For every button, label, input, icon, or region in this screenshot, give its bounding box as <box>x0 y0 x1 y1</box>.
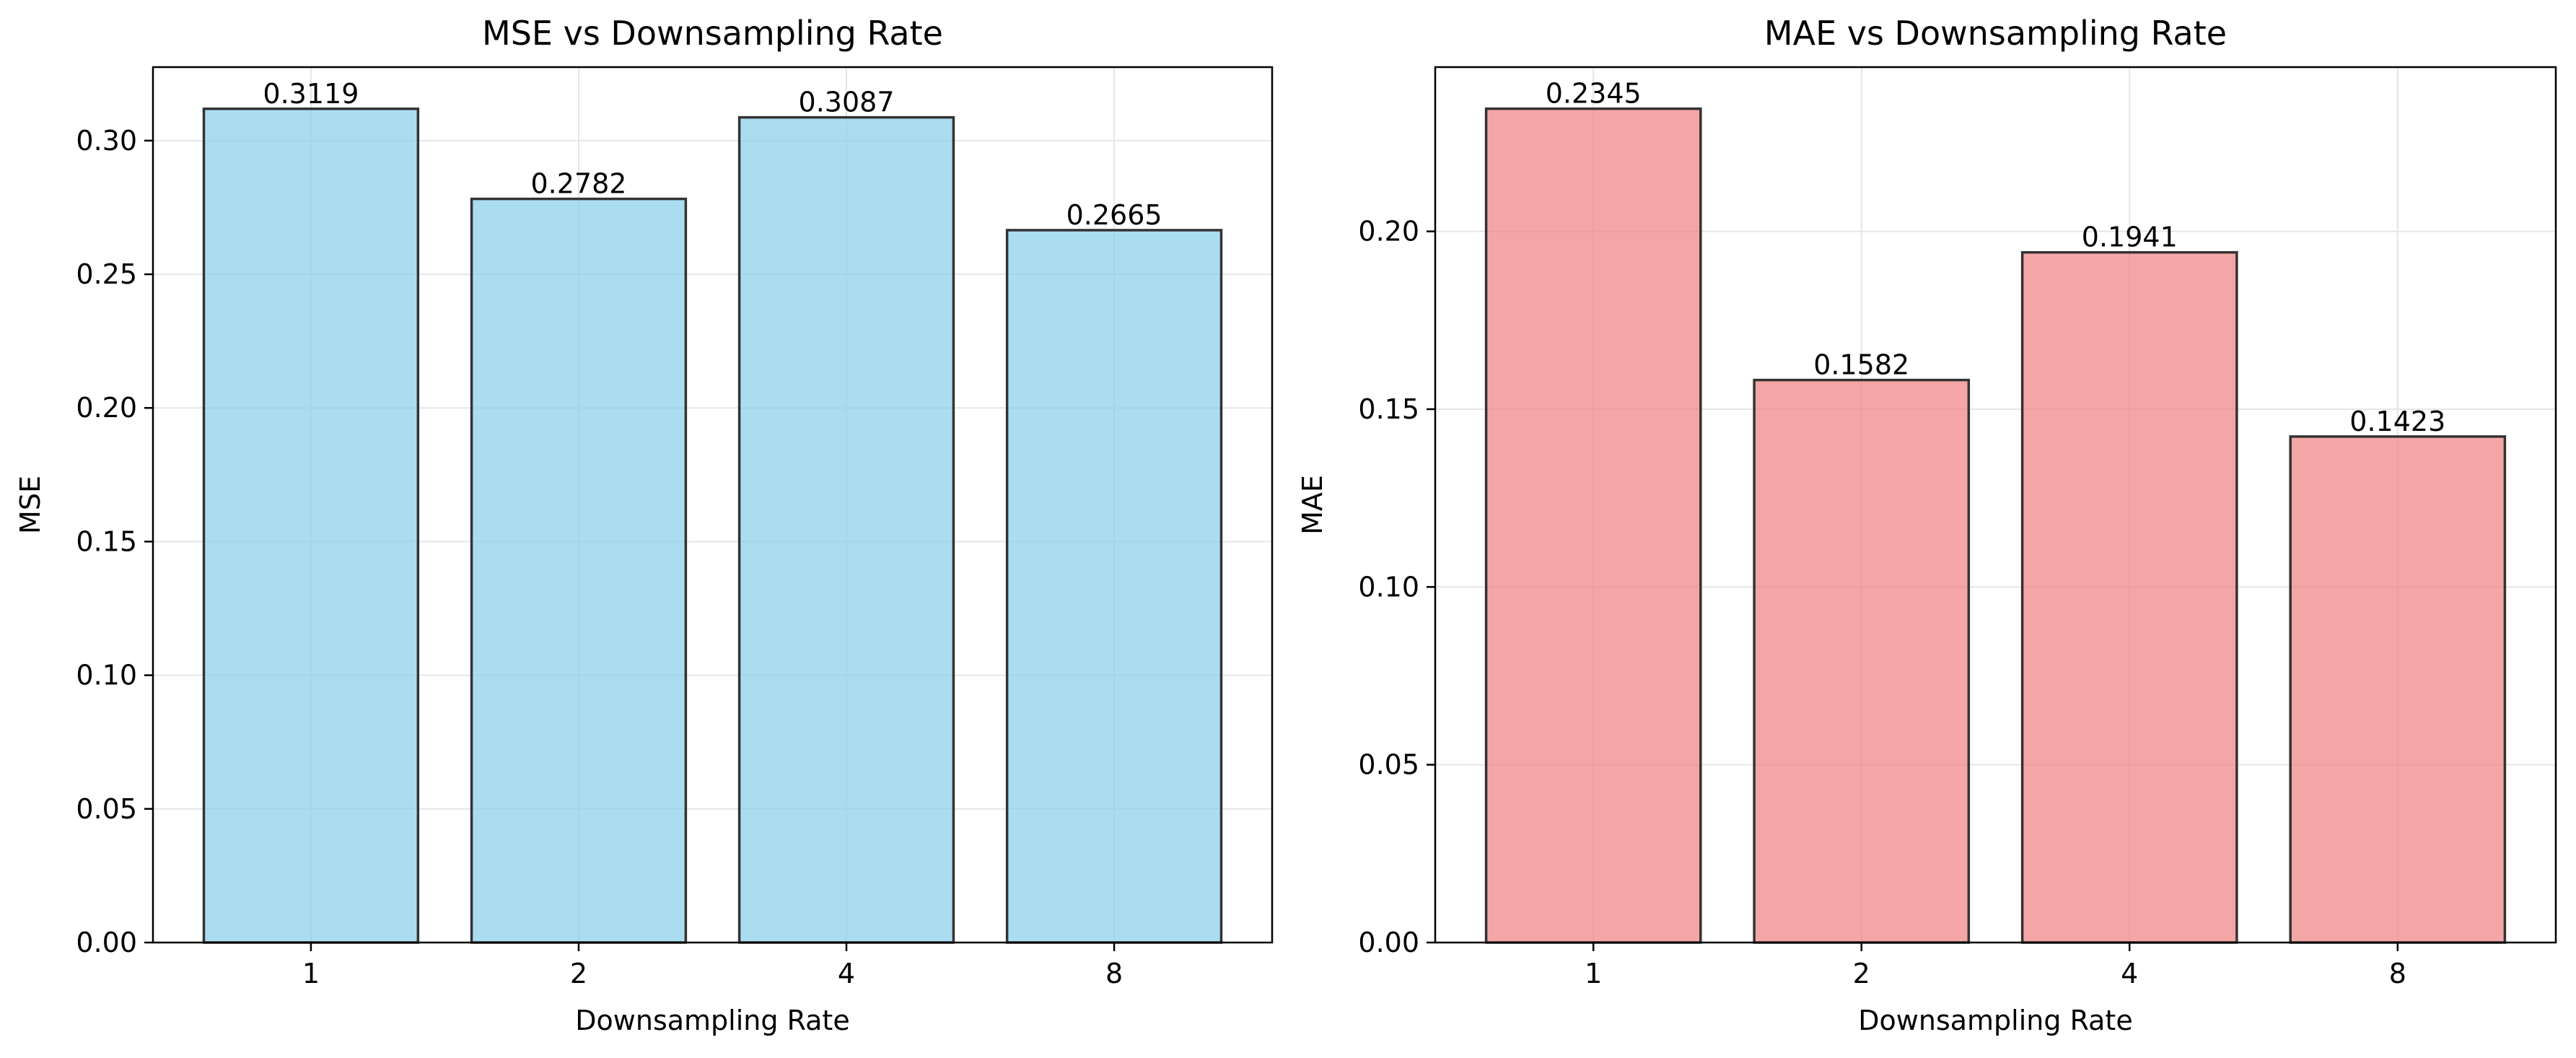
x-axis-label: Downsampling Rate <box>575 1005 849 1036</box>
y-axis-label: MSE <box>14 476 46 534</box>
bar-4 <box>737 115 955 944</box>
y-tick-label: 0.15 <box>1358 393 1419 425</box>
y-tick-label: 0.25 <box>76 258 137 290</box>
bar-2 <box>470 197 688 944</box>
x-tick-label: 1 <box>302 958 320 989</box>
bar-value-label: 0.2782 <box>530 168 626 200</box>
bar-1 <box>202 108 420 944</box>
y-tick-label: 0.05 <box>1358 749 1419 781</box>
bar-value-label: 0.2345 <box>1546 78 1642 110</box>
chart-title: MAE vs Downsampling Rate <box>1764 14 2227 53</box>
x-tick-label: 2 <box>570 958 587 989</box>
bar-value-label: 0.3087 <box>799 87 895 118</box>
x-tick-label: 1 <box>1585 958 1602 989</box>
bar-value-label: 0.1423 <box>2349 406 2445 437</box>
y-tick-label: 0.20 <box>1358 216 1419 248</box>
y-tick-label: 0.05 <box>76 793 137 825</box>
chart-title: MSE vs Downsampling Rate <box>482 14 943 53</box>
chart-mae: 0.23450.15820.19410.14230.000.050.100.15… <box>1297 14 2557 1036</box>
y-tick-label: 0.00 <box>1358 927 1419 958</box>
y-tick-label: 0.15 <box>76 525 137 557</box>
y-tick-label: 0.10 <box>76 660 137 691</box>
bar-8 <box>1005 229 1223 944</box>
bar-1 <box>1484 107 1702 944</box>
axes-frame <box>152 66 1274 944</box>
x-tick-label: 8 <box>2389 958 2406 989</box>
bar-value-label: 0.1582 <box>1813 349 1909 381</box>
bar-value-label: 0.1941 <box>2082 222 2178 253</box>
bar-value-label: 0.2665 <box>1066 199 1162 231</box>
y-axis-label: MAE <box>1297 475 1328 535</box>
chart-mse: 0.3119 0.2782 0.3087 0.2665 0.00 0.05 0.10 0.15… <box>14 14 1274 1036</box>
bar-8 <box>2289 435 2507 944</box>
x-tick-label: 8 <box>1105 958 1123 989</box>
x-tick-label: 4 <box>2121 958 2138 989</box>
x-axis-label: Downsampling Rate <box>1858 1005 2132 1036</box>
bar-2 <box>1753 378 1971 944</box>
y-tick-label: 0.30 <box>76 125 137 157</box>
y-tick-label: 0.20 <box>76 392 137 424</box>
bar-value-label: 0.3119 <box>263 78 359 110</box>
x-tick-label: 4 <box>838 958 855 989</box>
bar-4 <box>2020 250 2238 944</box>
y-tick-label: 0.00 <box>76 927 137 958</box>
x-tick-label: 2 <box>1853 958 1870 989</box>
y-tick-label: 0.10 <box>1358 571 1419 603</box>
axes-frame <box>1434 66 2557 944</box>
